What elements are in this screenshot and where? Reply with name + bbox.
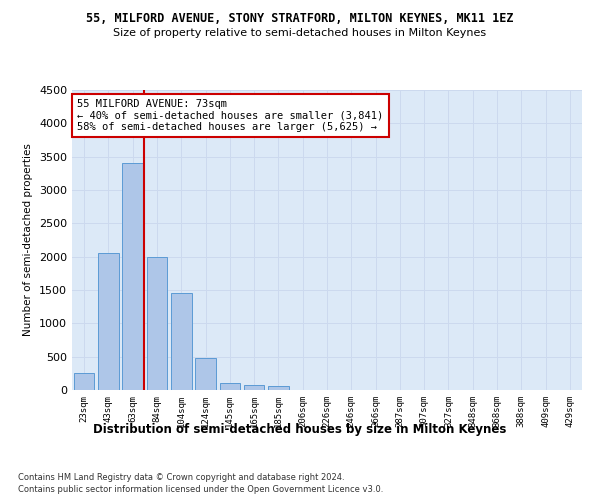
Bar <box>98 254 119 390</box>
Bar <box>171 294 191 390</box>
Text: 55 MILFORD AVENUE: 73sqm
← 40% of semi-detached houses are smaller (3,841)
58% o: 55 MILFORD AVENUE: 73sqm ← 40% of semi-d… <box>77 99 383 132</box>
Bar <box>74 374 94 390</box>
Text: Contains public sector information licensed under the Open Government Licence v3: Contains public sector information licen… <box>18 485 383 494</box>
Text: Distribution of semi-detached houses by size in Milton Keynes: Distribution of semi-detached houses by … <box>94 422 506 436</box>
Text: Contains HM Land Registry data © Crown copyright and database right 2024.: Contains HM Land Registry data © Crown c… <box>18 472 344 482</box>
Bar <box>146 256 167 390</box>
Bar <box>268 386 289 390</box>
Text: Size of property relative to semi-detached houses in Milton Keynes: Size of property relative to semi-detach… <box>113 28 487 38</box>
Bar <box>220 384 240 390</box>
Bar <box>195 358 216 390</box>
Y-axis label: Number of semi-detached properties: Number of semi-detached properties <box>23 144 34 336</box>
Text: 55, MILFORD AVENUE, STONY STRATFORD, MILTON KEYNES, MK11 1EZ: 55, MILFORD AVENUE, STONY STRATFORD, MIL… <box>86 12 514 26</box>
Bar <box>244 386 265 390</box>
Bar <box>122 164 143 390</box>
